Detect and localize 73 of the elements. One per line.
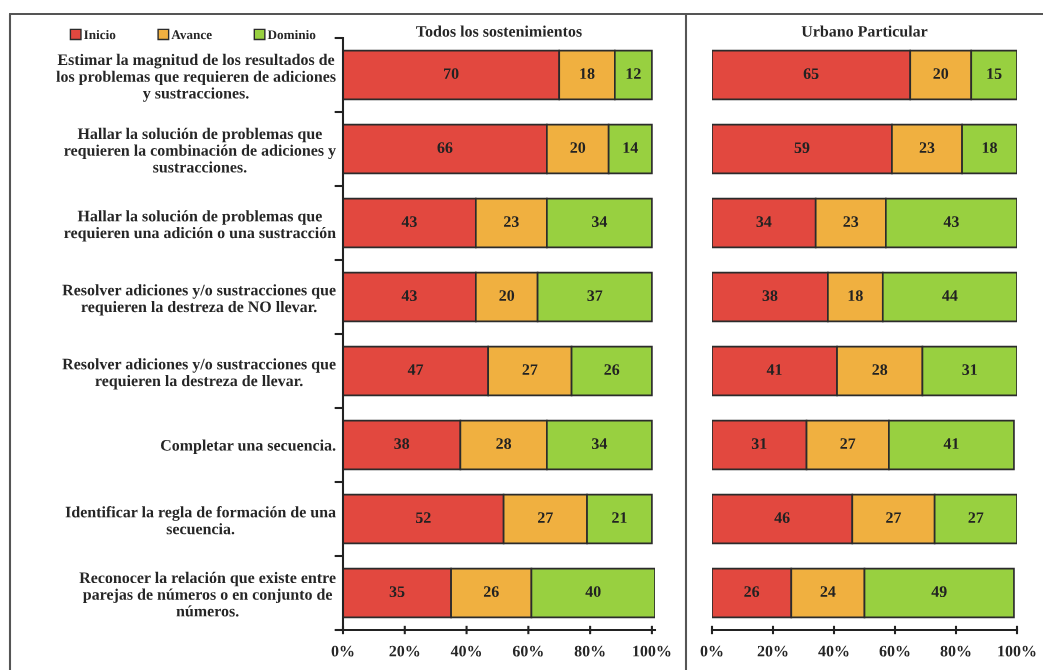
data-label: 34: [756, 216, 772, 227]
chart-title: Urbano Particular: [801, 25, 928, 37]
data-label: 38: [394, 438, 410, 449]
x-tick-label: 20%: [757, 645, 788, 657]
data-label: 37: [587, 290, 603, 301]
x-tick-label: 100%: [633, 645, 671, 657]
data-label: 44: [942, 290, 958, 301]
data-label: 47: [407, 364, 424, 375]
legend-label: Dominio: [267, 29, 316, 40]
data-label: 23: [843, 216, 859, 227]
x-tick-label: 20%: [389, 645, 420, 657]
y-tick-label: Identificar la regla de formación de una secuencia.: [65, 506, 336, 535]
x-tick-label: 40%: [450, 645, 482, 657]
data-label: 23: [919, 142, 935, 153]
data-label: 27: [968, 512, 984, 523]
chart-title: Todos los sostenimientos: [416, 25, 582, 37]
data-label: 34: [592, 438, 608, 449]
y-tick-label: Resolver adiciones y/o sustracciones que requieren la destreza de llevar.: [62, 358, 336, 390]
data-label: 27: [886, 512, 902, 523]
y-tick-label: Hallar la solución de problemas que requieren la combinación de adiciones y sustracciones.: [64, 127, 336, 173]
x-tick-label: 100%: [998, 645, 1036, 657]
data-label: 70: [444, 68, 459, 79]
data-label: 14: [623, 142, 638, 153]
data-label: 31: [962, 364, 977, 375]
data-label: 43: [401, 290, 417, 301]
data-label: 26: [483, 586, 499, 597]
data-label: 41: [766, 364, 782, 375]
legend-label: Avance: [171, 30, 212, 40]
data-label: 26: [744, 586, 760, 597]
data-label: 28: [872, 364, 888, 375]
x-tick-label: 40%: [818, 645, 849, 657]
data-label: 35: [389, 586, 405, 597]
x-tick-label: 60%: [512, 645, 543, 657]
y-tick-label: Reconocer la relación que existe entre parejas de números o en conjunto de números.: [79, 571, 336, 617]
data-label: 27: [538, 512, 553, 523]
legend-label: Inicio: [84, 29, 116, 40]
data-label: 23: [504, 216, 519, 227]
data-label: 34: [592, 216, 608, 227]
data-label: 40: [585, 586, 601, 597]
data-label: 12: [626, 68, 641, 79]
data-label: 18: [580, 68, 595, 79]
data-label: 26: [604, 364, 620, 375]
data-label: 43: [943, 216, 959, 227]
y-tick-label: Resolver adiciones y/o sustracciones que requieren la destreza de NO llevar.: [62, 284, 336, 316]
x-tick-label: 80%: [940, 645, 971, 657]
y-tick-label: Hallar la solución de problemas que requieren una adición o una sustracción: [64, 210, 336, 242]
x-tick-label: 80%: [574, 645, 605, 657]
data-label: 18: [982, 142, 998, 153]
data-label: 20: [499, 290, 515, 301]
x-tick-label: 0%: [700, 645, 723, 657]
data-label: 38: [762, 290, 778, 301]
data-label: 27: [522, 364, 538, 375]
data-label: 66: [437, 142, 453, 153]
data-label: 31: [751, 438, 767, 449]
data-label: 21: [612, 512, 627, 523]
y-tick-label: Completar una secuencia.: [160, 439, 336, 454]
data-label: 65: [803, 68, 819, 79]
data-label: 28: [496, 438, 512, 449]
data-label: 59: [794, 142, 810, 153]
data-label: 52: [415, 512, 431, 523]
data-label: 15: [987, 68, 1002, 79]
data-label: 18: [848, 290, 863, 301]
data-label: 41: [943, 438, 959, 449]
x-tick-label: 0%: [331, 645, 354, 657]
data-label: 20: [570, 142, 586, 153]
data-label: 49: [931, 586, 947, 597]
data-label: 43: [401, 216, 417, 227]
y-tick-label: Estimar la magnitud de los resultados de los problemas que requieren de adiciones y sustracciones.: [56, 53, 336, 102]
data-label: 24: [820, 586, 836, 597]
data-label: 46: [774, 512, 790, 523]
x-tick-label: 60%: [879, 645, 910, 657]
data-label: 27: [840, 438, 856, 449]
data-label: 20: [933, 68, 949, 79]
